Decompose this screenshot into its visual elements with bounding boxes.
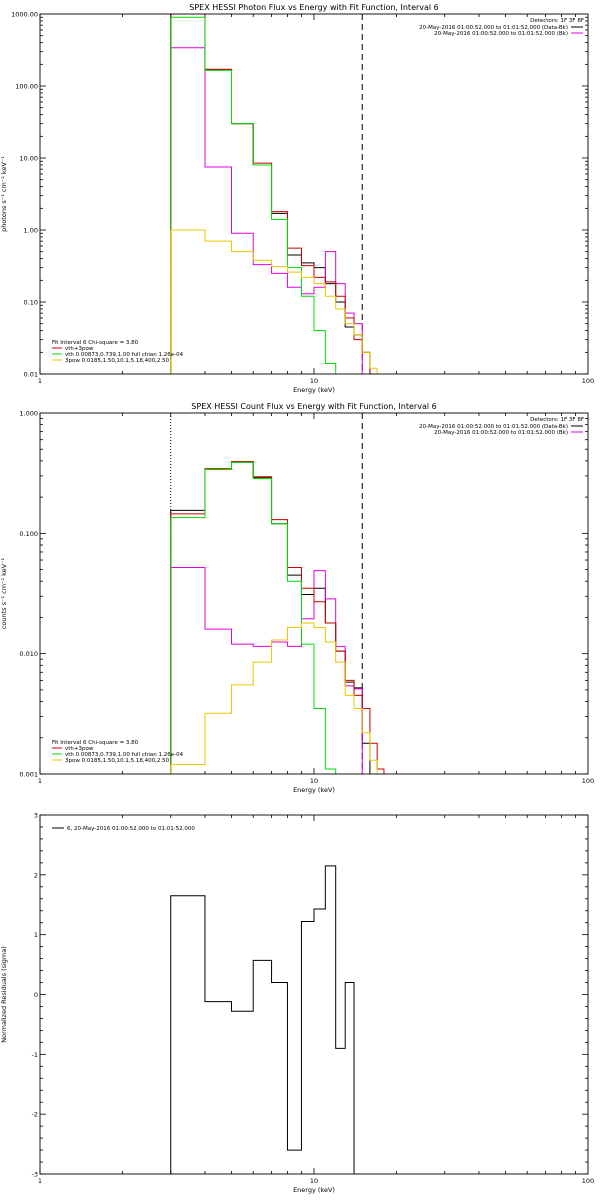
y-tick-label: 0	[34, 991, 38, 999]
series-4-line	[170, 229, 385, 374]
y-tick-label: 1.00	[24, 227, 38, 235]
y-tick-label: 1	[34, 931, 38, 939]
y-axis-label: Normalized Residuals (sigma)	[0, 946, 8, 1043]
legend-detectors: Detectors: 1F 3F 8F	[530, 417, 584, 423]
legend-label: 20-May-2016 01:00:52.000 to 01:01:52.000…	[434, 31, 568, 37]
y-axis-label: photons s⁻¹ cm⁻² keV⁻¹	[0, 156, 8, 232]
y-tick-label: 0.100	[19, 530, 38, 538]
y-tick-label: 0.010	[19, 650, 38, 658]
x-axis-label: Energy (keV)	[293, 786, 335, 794]
plot-frame	[39, 412, 589, 775]
plot-frame	[39, 814, 589, 1175]
y-tick-label: 10.00	[19, 155, 38, 163]
fit-legend-label: vth 0.00873,0.739,1.00 full chian 1.26e-…	[65, 752, 184, 758]
series-2-line	[170, 14, 385, 374]
y-tick-label: 2	[34, 871, 38, 879]
fit-legend-label: vth+3pow	[65, 346, 94, 352]
y-tick-label: -1	[32, 1051, 38, 1059]
x-tick-label: 1	[38, 777, 42, 785]
data-series-group	[170, 461, 385, 774]
y-tick-label: 1.000	[19, 410, 38, 418]
x-axis-label: Energy (keV)	[293, 386, 335, 394]
x-tick-label: 100	[582, 777, 594, 785]
legend-detectors: Detectors: 1F 3F 8F	[530, 18, 584, 24]
y-tick-label: 100.00	[15, 83, 38, 91]
series-0-line	[170, 14, 385, 374]
fit-legend-label: vth+3pow	[65, 746, 94, 752]
y-axis-label: counts s⁻¹ cm⁻² keV⁻¹	[0, 557, 8, 629]
fit-legend-label: vth 0.00873,0.739,1.00 full chian 1.26e-…	[65, 352, 184, 358]
x-tick-label: 10	[310, 377, 318, 385]
y-tick-label: 0.001	[19, 771, 38, 779]
x-axis-label: Energy (keV)	[293, 1186, 335, 1194]
series-1-line	[170, 47, 385, 374]
chart-title: SPEX HESSI Count Flux vs Energy with Fit…	[191, 402, 436, 411]
fit-interval-label: Fit Interval 6 Chi-square = 3.80	[52, 740, 139, 746]
y-tick-label: 3	[34, 812, 38, 820]
y-tick-label: -3	[32, 1171, 38, 1179]
data-series-group	[170, 865, 363, 1174]
residuals-panel: 1 10 100 -3 -2 -1 0 1 2 3 Energy (keV) Normalized R…	[0, 812, 594, 1195]
fit-legend-label: 3pow 0.0185,1.50,10.1,5.18,400,2.50	[65, 358, 170, 364]
y-tick-label: 0.01	[24, 371, 38, 379]
series-2-line	[170, 461, 385, 774]
data-series-group	[170, 14, 385, 374]
plot-frame	[39, 13, 589, 375]
y-tick-label: 1000.00	[11, 11, 38, 19]
x-tick-label: 1	[38, 377, 42, 385]
x-tick-label: 100	[582, 377, 594, 385]
chart-title: SPEX HESSI Photon Flux vs Energy with Fi…	[189, 3, 439, 12]
residual-legend-label: 6, 20-May-2016 01:00:52.000 to 01:01:52.…	[67, 826, 195, 832]
series-3-line	[170, 461, 385, 774]
fit-interval-label: Fit Interval 6 Chi-square = 3.80	[52, 340, 139, 346]
x-tick-label: 10	[310, 1177, 318, 1185]
series-4-line	[170, 622, 385, 774]
fit-legend-label: 3pow 0.0185,1.50,10.1,5.18,400,2.50	[65, 758, 170, 764]
count-flux-panel: SPEX HESSI Count Flux vs Energy with Fit…	[0, 402, 594, 794]
y-tick-label: -2	[32, 1111, 38, 1119]
x-tick-label: 1	[38, 1177, 42, 1185]
y-tick-label: 0.10	[24, 299, 38, 307]
series-0-line	[170, 865, 363, 1174]
x-tick-label: 100	[582, 1177, 594, 1185]
x-tick-label: 10	[310, 777, 318, 785]
legend-label: 20-May-2016 01:00:52.000 to 01:01:52.000…	[434, 430, 568, 436]
legend-label: 20-May-2016 01:00:52.000 to 01:01:52.000…	[419, 25, 568, 31]
photon-flux-panel: SPEX HESSI Photon Flux vs Energy with Fi…	[0, 3, 594, 394]
legend-label: 20-May-2016 01:00:52.000 to 01:01:52.000…	[419, 424, 568, 430]
series-3-line	[170, 16, 385, 374]
